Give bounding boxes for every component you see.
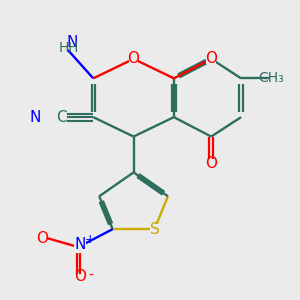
Bar xyxy=(57,112,67,122)
Text: N: N xyxy=(29,110,41,125)
Bar xyxy=(129,54,138,64)
Bar xyxy=(150,224,159,234)
Text: O: O xyxy=(205,156,217,171)
Text: O: O xyxy=(37,231,49,246)
Bar xyxy=(206,54,216,64)
Text: O: O xyxy=(205,51,217,66)
Text: N: N xyxy=(74,237,85,252)
Text: H: H xyxy=(58,40,69,55)
Text: O: O xyxy=(74,269,86,284)
Text: +: + xyxy=(84,233,95,246)
Text: H: H xyxy=(67,40,77,55)
Text: CH₃: CH₃ xyxy=(258,71,284,85)
Text: -: - xyxy=(88,269,93,283)
Bar xyxy=(74,242,86,253)
Text: O: O xyxy=(128,51,140,66)
Text: S: S xyxy=(150,222,159,237)
Text: N: N xyxy=(67,35,78,50)
Bar xyxy=(30,112,40,122)
Text: C: C xyxy=(57,110,67,125)
Bar xyxy=(206,159,216,168)
